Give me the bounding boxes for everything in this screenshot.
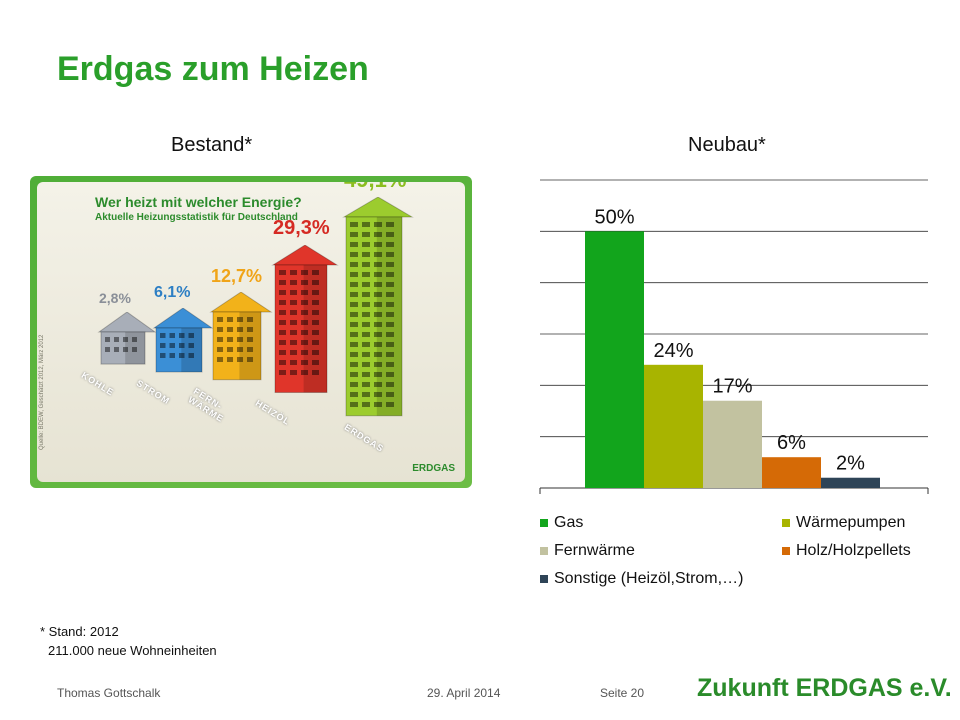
house-percent: 6,1% [154,284,191,302]
erdgas-logo: ERDGAS [412,463,455,474]
brand-logo: Zukunft ERDGAS e.V. [697,674,952,702]
infographic-source: Quelle: BDEW, Geschätzt 2012, März 2012 [39,334,45,450]
house-heizöl [271,244,339,393]
legend-swatch [782,546,790,555]
legend-swatch [782,518,790,527]
bar-2 [703,400,762,488]
house-percent: 49,1% [344,182,406,193]
footnote: * Stand: 2012 211.000 neue Wohneinheiten [40,622,217,660]
legend-label: Sonstige (Heizöl,Strom,…) [554,570,744,587]
bar-1 [644,364,703,488]
house-label: STROM [134,378,172,407]
bar-0 [585,231,644,489]
house-label: HEIZÖL [253,398,293,428]
house-percent: 12,7% [211,266,263,287]
footer-date: 29. April 2014 [427,686,501,700]
house-label: ERDGAS [342,422,386,455]
infographic-inner: Wer heizt mit welcher Energie? Aktuelle … [37,182,465,482]
legend-item-3: Holz/Holzpellets [782,542,911,560]
neubau-bar-chart: 50% 24% 17% 6% 2% [539,179,929,494]
legend-label: Fernwärme [554,542,635,559]
legend-item-1: Wärmepumpen [782,514,905,532]
house-kohle [97,311,157,365]
legend-label: Gas [554,514,584,531]
data-label-4: 2% [836,453,865,475]
legend-swatch [540,574,548,583]
legend-label: Wärmepumpen [796,514,906,531]
footnote-wohneinheiten: 211.000 neue Wohneinheiten [48,643,217,658]
house-label: KOHLE [79,370,116,398]
legend-label: Holz/Holzpellets [796,542,911,559]
house-erdgas [342,197,414,417]
legend-item-2: Fernwärme [540,542,635,560]
infographic-panel: Wer heizt mit welcher Energie? Aktuelle … [30,176,472,488]
footnote-stand: * Stand: 2012 [40,624,119,639]
bar-3 [762,457,821,488]
data-label-1: 24% [653,340,693,362]
page-title: Erdgas zum Heizen [57,50,369,88]
subtitle-bestand: Bestand* [171,134,253,156]
subtitle-neubau: Neubau* [688,134,766,156]
house-strom [152,308,214,373]
legend-item-4: Sonstige (Heizöl,Strom,…) [540,570,743,588]
footer-page: Seite 20 [600,686,645,700]
data-label-2: 17% [712,376,752,398]
data-label-0: 50% [594,206,634,228]
footer-author: Thomas Gottschalk [57,686,161,700]
legend-swatch [540,546,548,555]
house-label: FERN- WÄRME [186,386,226,425]
data-label-3: 6% [777,432,806,454]
house-percent: 2,8% [99,289,131,306]
house-fernwärme [209,292,273,381]
infographic-title: Wer heizt mit welcher Energie? [95,194,302,210]
house-percent: 29,3% [273,216,330,239]
bar-4 [821,477,880,488]
infographic-subtitle: Aktuelle Heizungsstatistik für Deutschla… [95,212,298,223]
legend-item-0: Gas [540,514,583,532]
legend-swatch [540,518,548,527]
